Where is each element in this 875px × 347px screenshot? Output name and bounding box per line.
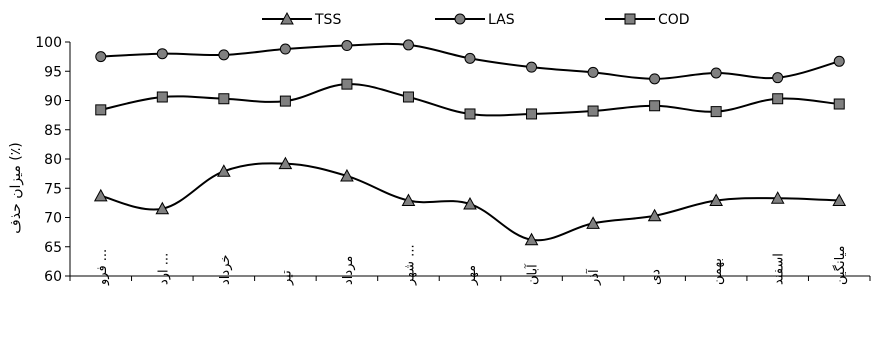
data-point-las — [526, 61, 538, 73]
y-tick-label: 95 — [44, 64, 62, 80]
x-axis: ... فرو ... ارد خرداد تیر مرداد ... شهر مهر آبا… — [69, 244, 871, 286]
data-point-cod — [464, 108, 476, 120]
data-point-cod — [402, 91, 414, 103]
y-tick-label: 60 — [44, 269, 62, 285]
data-point-las — [649, 73, 661, 85]
data-point-cod — [710, 106, 722, 118]
data-point-cod — [95, 104, 107, 116]
data-point-tss — [647, 208, 662, 222]
data-point-tss — [278, 156, 293, 170]
data-point-las — [218, 49, 230, 61]
y-tick-label: 85 — [44, 123, 62, 139]
y-tick-label: 80 — [44, 152, 62, 168]
data-point-tss — [155, 201, 170, 215]
data-point-las — [587, 66, 599, 78]
data-point-tss — [93, 188, 108, 202]
data-point-cod — [587, 105, 599, 117]
data-point-cod — [649, 100, 661, 112]
y-tick-label: 100 — [35, 35, 62, 51]
series-group — [93, 39, 847, 246]
legend: TSS LAS COD — [262, 11, 690, 28]
x-tick-label: اسفند — [772, 253, 787, 285]
x-tick-label: دی — [649, 269, 664, 285]
data-point-cod — [526, 108, 538, 120]
y-tick-label: 90 — [44, 94, 62, 110]
data-point-las — [95, 51, 107, 63]
y-axis-label: میزان حذف (٪) — [8, 142, 24, 234]
legend-item-las: LAS — [435, 12, 515, 28]
legend-item-tss: TSS — [262, 11, 341, 28]
data-point-las — [833, 55, 845, 67]
data-point-tss — [340, 168, 354, 182]
data-point-las — [156, 48, 168, 60]
x-tick-label: آبان — [524, 263, 541, 285]
data-point-las — [341, 40, 353, 52]
y-tick-label: 70 — [44, 211, 62, 227]
x-tick-label: تیر — [279, 270, 294, 286]
legend-label: COD — [658, 12, 690, 28]
y-tick-label: 75 — [44, 181, 62, 197]
legend-marker-cod — [624, 13, 636, 25]
x-tick-label: ... ارد — [156, 253, 171, 285]
x-tick-label: میانگین — [832, 246, 848, 285]
data-point-cod — [772, 93, 784, 105]
x-tick-label: خرداد — [218, 255, 233, 285]
legend-label: TSS — [314, 12, 341, 28]
legend-marker-las — [454, 13, 466, 25]
data-point-tss — [217, 164, 231, 177]
y-tick-label: 65 — [44, 240, 62, 256]
data-point-cod — [279, 95, 291, 107]
x-tick-label: ... فرو — [95, 249, 110, 286]
data-point-cod — [341, 78, 353, 90]
series-tss — [93, 156, 847, 246]
data-point-tss — [586, 216, 600, 229]
data-point-las — [279, 43, 291, 55]
x-tick-label: آذر — [585, 268, 602, 286]
data-point-cod — [218, 93, 230, 105]
data-point-las — [710, 67, 722, 79]
legend-item-cod: COD — [605, 12, 690, 28]
x-tick-label: بهمن — [710, 258, 725, 285]
y-axis: 60 65 70 75 80 85 90 95 100 — [35, 35, 71, 285]
data-point-las — [464, 52, 476, 64]
legend-marker-tss — [280, 11, 294, 25]
x-tick-label: ... شهر — [402, 244, 417, 286]
data-point-tss — [463, 197, 477, 210]
series-las — [95, 39, 845, 85]
data-point-cod — [833, 98, 845, 110]
data-point-tss — [401, 193, 416, 207]
data-point-cod — [156, 91, 168, 103]
series-cod — [95, 78, 845, 120]
data-point-tss — [832, 193, 847, 207]
x-tick-label: مهر — [464, 265, 479, 286]
data-point-las — [402, 39, 414, 51]
data-point-las — [772, 72, 784, 84]
data-point-tss — [770, 191, 785, 204]
data-point-tss — [709, 193, 723, 207]
data-point-tss — [524, 232, 539, 246]
legend-label: LAS — [488, 12, 515, 28]
x-tick-label: مرداد — [341, 256, 356, 285]
